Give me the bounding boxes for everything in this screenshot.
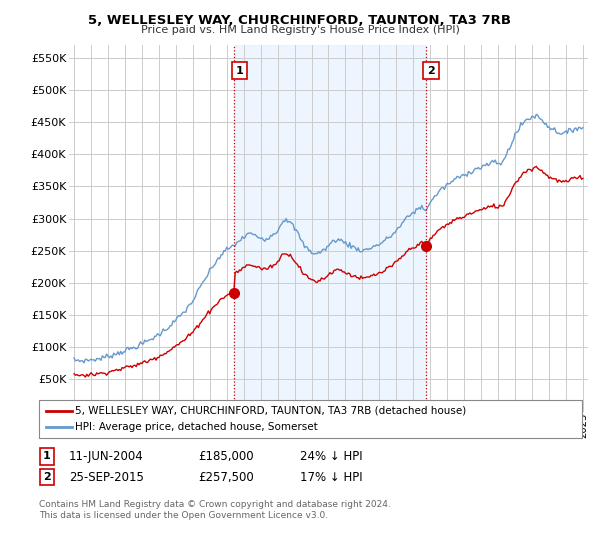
Bar	[234, 45, 425, 412]
Text: HPI: Average price, detached house, Somerset: HPI: Average price, detached house, Some…	[75, 422, 318, 432]
Text: 2: 2	[427, 66, 434, 76]
Text: 25-SEP-2015: 25-SEP-2015	[69, 470, 144, 484]
Text: 24% ↓ HPI: 24% ↓ HPI	[300, 450, 362, 463]
Text: 1: 1	[235, 66, 243, 76]
Text: £185,000: £185,000	[198, 450, 254, 463]
Text: 5, WELLESLEY WAY, CHURCHINFORD, TAUNTON, TA3 7RB: 5, WELLESLEY WAY, CHURCHINFORD, TAUNTON,…	[89, 14, 511, 27]
Text: 2: 2	[43, 472, 50, 482]
Text: Price paid vs. HM Land Registry's House Price Index (HPI): Price paid vs. HM Land Registry's House …	[140, 25, 460, 35]
Text: 17% ↓ HPI: 17% ↓ HPI	[300, 470, 362, 484]
Text: 5, WELLESLEY WAY, CHURCHINFORD, TAUNTON, TA3 7RB (detached house): 5, WELLESLEY WAY, CHURCHINFORD, TAUNTON,…	[75, 405, 466, 416]
Text: 11-JUN-2004: 11-JUN-2004	[69, 450, 144, 463]
Text: £257,500: £257,500	[198, 470, 254, 484]
Text: Contains HM Land Registry data © Crown copyright and database right 2024.
This d: Contains HM Land Registry data © Crown c…	[39, 500, 391, 520]
Text: 1: 1	[43, 451, 50, 461]
